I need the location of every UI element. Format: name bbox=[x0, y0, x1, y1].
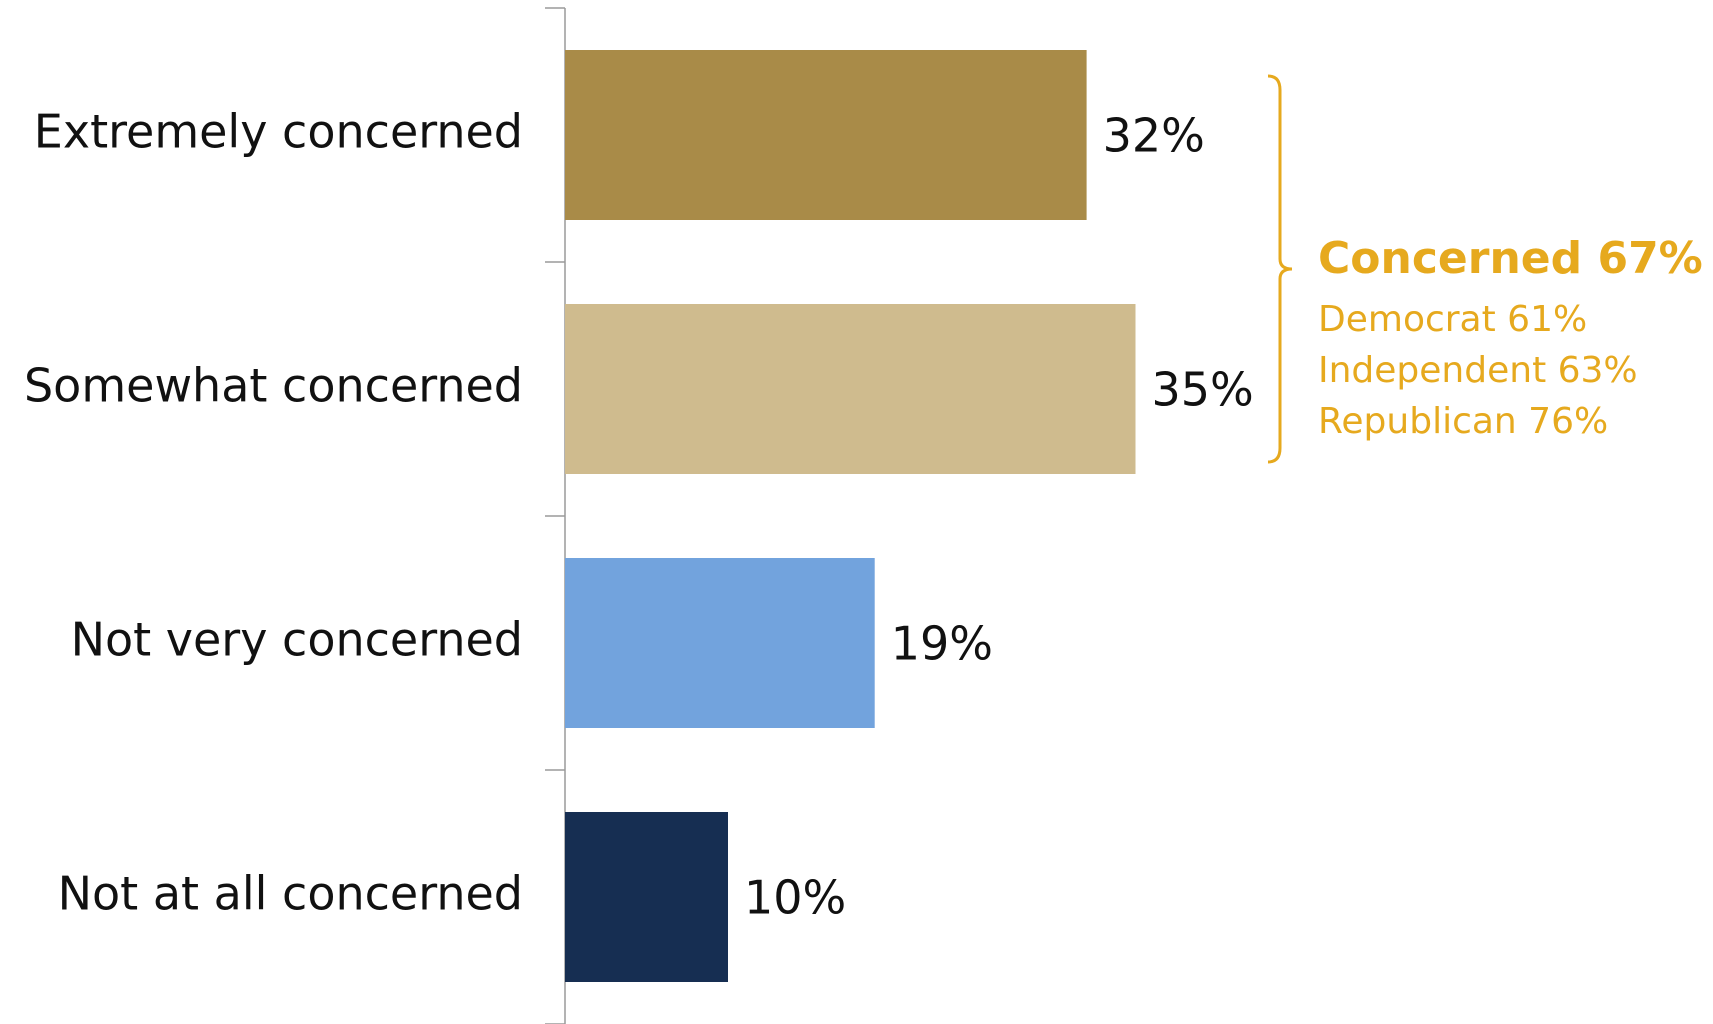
category-label: Extremely concerned bbox=[34, 105, 523, 159]
summary-line-independent: Independent 63% bbox=[1318, 350, 1638, 391]
category-labels: Extremely concerned Somewhat concerned Not… bbox=[24, 105, 523, 921]
value-labels: 32% 35% 19% 10% bbox=[744, 109, 1254, 925]
axis bbox=[545, 7, 566, 1024]
summary-line-republican: Republican 76% bbox=[1318, 401, 1608, 442]
data-label: 35% bbox=[1152, 363, 1254, 417]
data-label: 10% bbox=[744, 871, 846, 925]
category-label: Not very concerned bbox=[71, 613, 523, 667]
grouping-brace bbox=[1267, 74, 1293, 464]
summary-line-democrat: Democrat 61% bbox=[1318, 299, 1587, 340]
summary-title: Concerned 67% bbox=[1318, 233, 1703, 284]
bar-not-at-all-concerned bbox=[565, 812, 728, 982]
category-label: Not at all concerned bbox=[58, 867, 523, 921]
category-label: Somewhat concerned bbox=[24, 359, 523, 413]
bar-not-very-concerned bbox=[565, 558, 875, 728]
bars bbox=[565, 50, 1136, 982]
bar-extremely-concerned bbox=[565, 50, 1087, 220]
data-label: 32% bbox=[1103, 109, 1205, 163]
concerned-annotation: Concerned 67% Democrat 61% Independent 6… bbox=[1267, 74, 1703, 464]
bar-somewhat-concerned bbox=[565, 304, 1136, 474]
data-label: 19% bbox=[891, 617, 993, 671]
